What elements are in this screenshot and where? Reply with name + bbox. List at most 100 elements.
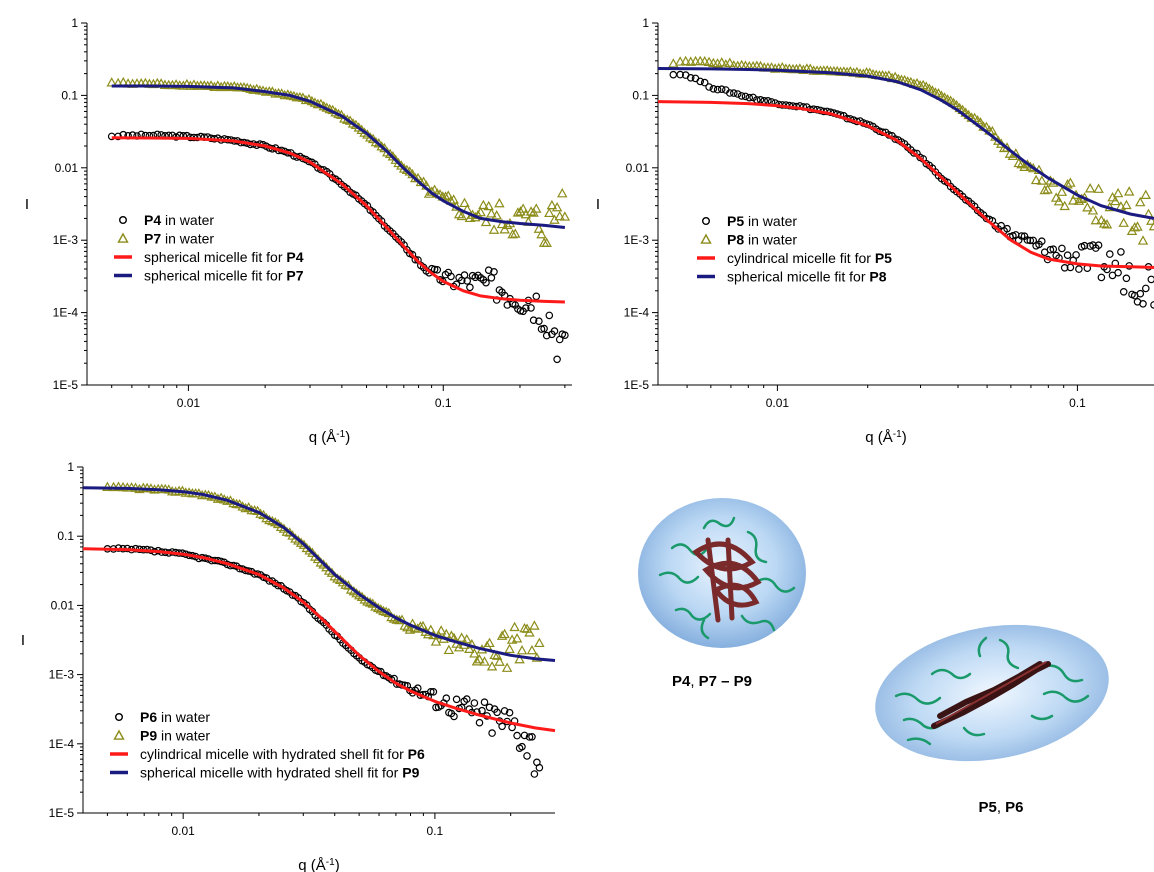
data-point-triangle	[478, 199, 489, 210]
x-tick-label: 0.01	[171, 824, 195, 838]
data-point-circle	[1147, 275, 1154, 284]
data-point-triangle	[668, 58, 679, 68]
series-data-0	[107, 130, 569, 364]
sphere-label-sep: ,	[690, 673, 698, 690]
data-point-circle	[1139, 299, 1147, 308]
data-point-triangle	[1087, 205, 1099, 215]
data-point-triangle	[501, 662, 513, 672]
legend-marker-circle	[702, 216, 711, 225]
data-point-triangle	[1110, 195, 1121, 206]
data-point-triangle	[674, 56, 686, 66]
data-point-circle	[696, 77, 705, 86]
data-point-circle	[1026, 236, 1035, 245]
data-point-circle	[725, 89, 734, 97]
data-point-circle	[442, 694, 451, 703]
data-point-circle	[518, 742, 526, 751]
data-point-circle	[1038, 237, 1046, 246]
legend-label: P4 in water	[144, 212, 214, 228]
data-point-circle	[475, 718, 484, 727]
legend-label-bold: P6	[408, 746, 425, 762]
data-point-circle	[553, 355, 561, 364]
data-point-circle	[430, 265, 439, 274]
data-point-triangle	[484, 637, 495, 648]
x-axis-label-sup: -1	[893, 429, 902, 440]
data-point-triangle	[1036, 175, 1048, 185]
data-point-circle	[432, 703, 440, 712]
data-point-triangle	[1093, 183, 1104, 193]
data-point-triangle	[469, 648, 480, 658]
data-point-circle	[450, 712, 458, 721]
legend-label-text: spherical micelle fit for	[144, 249, 286, 265]
data-point-triangle	[491, 650, 503, 660]
data-point-triangle	[1132, 221, 1143, 231]
data-point-triangle	[459, 197, 470, 208]
legend-label: spherical micelle fit for P8	[727, 269, 887, 285]
data-point-circle	[1114, 268, 1122, 277]
fit-line	[83, 547, 556, 733]
data-point-circle	[1072, 251, 1080, 259]
data-point-triangle	[461, 633, 472, 644]
series-fit-2	[111, 136, 565, 304]
y-tick-label: 0.01	[55, 161, 79, 175]
data-point-circle	[729, 89, 738, 97]
y-axis-label: I	[596, 196, 600, 213]
sphere-label: P4, P7 – P9	[672, 673, 752, 690]
data-point-triangle	[480, 216, 492, 227]
series-data-1	[102, 481, 545, 672]
legend-marker-triangle	[113, 729, 125, 740]
data-point-triangle	[1123, 186, 1135, 196]
legend-label: spherical micelle with hydrated shell fi…	[140, 765, 420, 781]
data-point-triangle	[1090, 214, 1101, 225]
fit-line	[83, 486, 556, 662]
data-point-triangle	[486, 208, 497, 218]
data-point-triangle	[534, 637, 545, 648]
data-point-circle	[478, 706, 486, 715]
ellipsoid-label-part-2: P6	[1005, 799, 1023, 816]
x-tick-label: 0.01	[766, 396, 790, 410]
fit-line	[111, 84, 566, 229]
data-point-circle	[480, 698, 489, 707]
series-data-0	[669, 70, 1154, 309]
data-point-triangle	[507, 229, 518, 239]
data-point-triangle	[1082, 202, 1093, 212]
x-tick-label: 0.01	[177, 396, 201, 410]
spherical-micelle-illustration: P4, P7 – P9	[638, 498, 806, 690]
data-point-triangle	[1140, 189, 1151, 200]
data-point-triangle	[1039, 184, 1050, 195]
data-point-triangle	[448, 194, 459, 204]
data-point-triangle	[106, 77, 117, 87]
data-point-circle	[521, 304, 530, 312]
data-point-circle	[669, 70, 678, 79]
data-point-circle	[1136, 289, 1145, 298]
data-point-triangle	[546, 199, 558, 210]
data-point-circle	[550, 327, 559, 335]
legend-label-bold: P7	[286, 268, 303, 284]
data-point-triangle	[1112, 187, 1124, 198]
data-point-triangle	[554, 210, 565, 221]
chart-top-right: 1 0.1 0.01 1E-3 1E-4 1E-5 0.01 0.1 Iq (Å-1) P5 in…	[596, 16, 1154, 446]
series-fit-2	[83, 547, 556, 733]
data-point-circle	[493, 708, 501, 717]
data-point-circle	[500, 707, 509, 715]
data-point-triangle	[515, 206, 526, 216]
legend-label-text: in water	[157, 728, 210, 744]
x-axis-label-main: q (Å	[298, 857, 326, 872]
legend-label-bold: P5	[727, 213, 744, 229]
data-point-triangle	[551, 201, 563, 212]
legend-marker-circle	[114, 713, 123, 722]
data-point-circle	[700, 78, 709, 87]
legend-label-bold: P8	[869, 269, 886, 285]
data-point-circle	[1060, 263, 1069, 272]
legend-label-bold: P5	[875, 250, 892, 266]
legend-label-text: spherical micelle with hydrated shell fi…	[140, 765, 402, 781]
data-point-circle	[535, 763, 544, 772]
y-tick-label: 1E-4	[53, 306, 79, 320]
data-point-triangle	[531, 203, 542, 213]
data-point-circle	[741, 92, 750, 101]
data-point-triangle	[557, 188, 568, 198]
data-point-circle	[485, 703, 494, 712]
data-point-triangle	[1068, 195, 1079, 205]
y-tick-label: 0.1	[57, 529, 74, 543]
